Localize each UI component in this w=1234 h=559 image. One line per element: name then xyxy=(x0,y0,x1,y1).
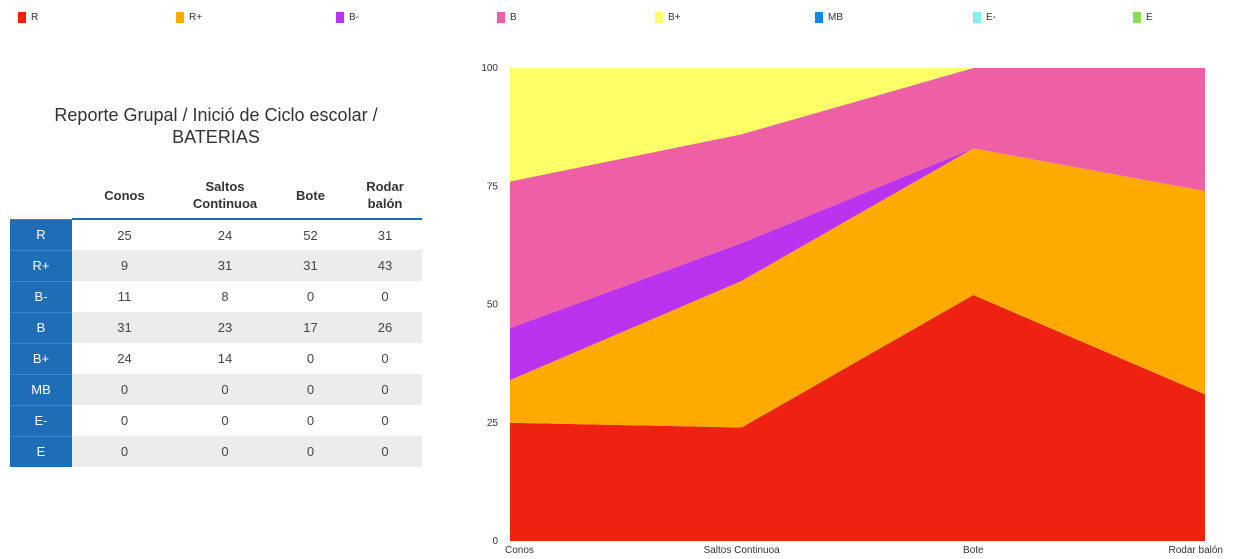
legend-swatch xyxy=(18,12,26,23)
table-row: B- 11 8 0 0 xyxy=(10,280,422,312)
x-tick-label: Conos xyxy=(505,545,534,556)
table-cell: 0 xyxy=(221,413,229,428)
table-cell: 0 xyxy=(177,436,273,467)
x-tick-label: Saltos Continuoa xyxy=(704,545,781,556)
legend-label: B- xyxy=(349,12,359,23)
legend-swatch xyxy=(497,12,505,23)
table-cell: 0 xyxy=(306,413,315,428)
legend-label: MB xyxy=(828,12,843,23)
legend-label: B xyxy=(510,12,517,23)
table-cell: 8 xyxy=(221,289,229,304)
y-tick-label: 0 xyxy=(492,536,498,547)
legend-label: E- xyxy=(986,12,996,23)
y-tick-label: 50 xyxy=(487,300,499,311)
table-cell: 31 xyxy=(72,312,177,343)
table-corner-cell xyxy=(10,172,72,219)
table-cell: 14 xyxy=(217,351,233,366)
legend-label: B+ xyxy=(668,12,681,23)
table-cell: 0 xyxy=(381,413,389,428)
table-cell: 24 xyxy=(217,227,233,243)
table-cell: 0 xyxy=(72,436,177,467)
table-row: R 25 24 52 31 xyxy=(10,218,422,250)
table-cell: 0 xyxy=(120,413,129,428)
table-cell: 52 xyxy=(303,227,318,243)
legend-item: E xyxy=(1133,12,1153,23)
column-header-bote: Bote xyxy=(273,172,348,220)
stacked-area-chart: 0 25 50 75 100 Conos Saltos Continuoa Bote Rodar… xyxy=(481,63,1223,556)
y-tick-label: 100 xyxy=(481,63,498,74)
table-row: R+ 9 31 31 43 xyxy=(10,249,422,281)
column-header-rodar: Rodar balón xyxy=(348,172,422,220)
table-cell: 24 xyxy=(117,351,132,366)
table-cell: 31 xyxy=(377,227,393,243)
area-series-b xyxy=(510,68,1205,329)
x-tick-label: Bote xyxy=(963,545,984,556)
table-cell: 0 xyxy=(381,289,389,304)
table-cell: 23 xyxy=(177,312,273,343)
table-cell: 0 xyxy=(306,289,315,304)
table-cell: 17 xyxy=(273,312,348,343)
table-cell: 11 xyxy=(117,289,132,304)
legend-swatch xyxy=(973,12,981,23)
legend-swatch xyxy=(655,12,663,23)
legend-label: R xyxy=(31,12,39,23)
table-cell: 25 xyxy=(117,227,132,243)
row-label: E- xyxy=(10,404,72,436)
legend-swatch xyxy=(176,12,184,23)
row-label: B- xyxy=(10,280,72,312)
chart-legend: R R+ B- B B+ MB E- E xyxy=(0,12,1234,32)
legend-label: E xyxy=(1146,12,1153,23)
report-title: Reporte Grupal / Inició de Ciclo escolar… xyxy=(10,104,422,148)
table-cell: 31 xyxy=(177,250,273,281)
row-label: B xyxy=(10,311,72,343)
y-tick-label: 75 xyxy=(487,181,499,192)
row-label: R+ xyxy=(10,249,72,281)
area-series-r xyxy=(510,295,1205,541)
table-cell: 0 xyxy=(177,374,273,405)
legend-item: R+ xyxy=(176,12,202,23)
table-cell: 43 xyxy=(348,250,422,281)
table-cell: 0 xyxy=(273,374,348,405)
table-cell: 31 xyxy=(273,250,348,281)
legend-item: B- xyxy=(336,12,359,23)
report-title-line-2: BATERIAS xyxy=(172,127,260,147)
table-cell: 0 xyxy=(273,436,348,467)
table-row: B 31 23 17 26 xyxy=(10,311,422,343)
legend-item: MB xyxy=(815,12,843,23)
legend-swatch xyxy=(1133,12,1141,23)
table-cell: 0 xyxy=(306,351,315,366)
legend-label: R+ xyxy=(189,12,203,23)
table-row: B+ 24 14 0 0 xyxy=(10,342,422,374)
area-series-r-minusplus xyxy=(510,148,1205,428)
legend-item: B+ xyxy=(655,12,681,23)
legend-item: B xyxy=(497,12,517,23)
table-row: E- 0 0 0 0 xyxy=(10,404,422,436)
area-series-b-minusplus xyxy=(510,68,1205,182)
row-label: E xyxy=(10,435,72,467)
column-header-saltos: Saltos Continuoa xyxy=(177,172,273,220)
table-cell: 0 xyxy=(348,374,422,405)
table-cell: 9 xyxy=(72,250,177,281)
results-table: Conos Saltos Continuoa Bote Rodar balón … xyxy=(10,172,422,467)
table-cell: 26 xyxy=(348,312,422,343)
column-header-conos: Conos xyxy=(72,172,177,220)
table-header-row: Conos Saltos Continuoa Bote Rodar balón xyxy=(10,172,422,220)
legend-item: R xyxy=(18,12,38,23)
table-cell: 0 xyxy=(381,351,389,366)
legend-swatch xyxy=(815,12,823,23)
row-label: MB xyxy=(10,373,72,405)
table-cell: 0 xyxy=(348,436,422,467)
row-label: B+ xyxy=(10,342,72,374)
x-tick-label: Rodar balón xyxy=(1169,545,1223,556)
y-tick-label: 25 xyxy=(487,418,499,429)
row-label: R xyxy=(10,218,72,250)
table-row: MB 0 0 0 0 xyxy=(10,373,422,405)
table-cell: 0 xyxy=(72,374,177,405)
legend-item: E- xyxy=(973,12,996,23)
legend-swatch xyxy=(336,12,344,23)
report-title-line-1: Reporte Grupal / Inició de Ciclo escolar… xyxy=(54,105,378,125)
